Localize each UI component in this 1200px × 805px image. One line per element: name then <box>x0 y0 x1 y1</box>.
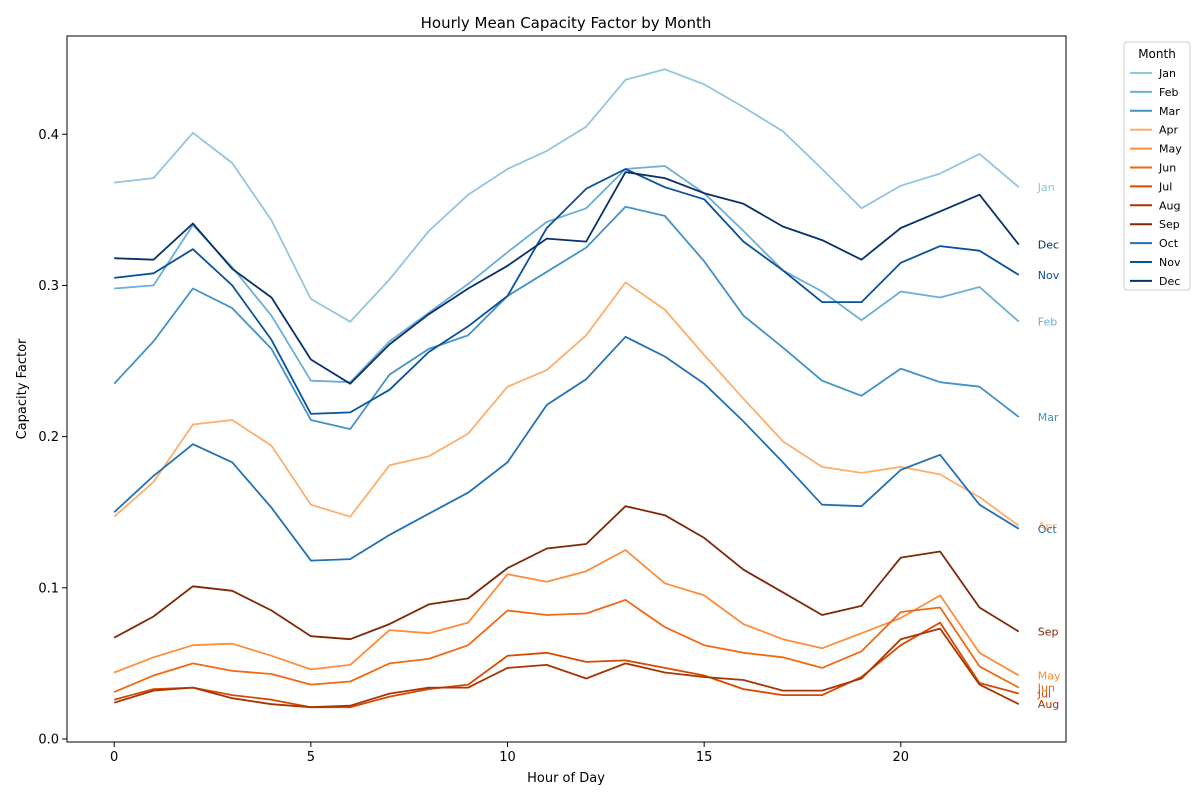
series-line-dec <box>114 171 1020 385</box>
chart-title: Hourly Mean Capacity Factor by Month <box>421 14 712 32</box>
series-line-mar <box>113 205 1020 431</box>
legend-label-mar: Mar <box>1159 105 1180 118</box>
series-line-apr <box>113 281 1020 527</box>
end-label-mar: Mar <box>1038 411 1059 424</box>
end-label-dec: Dec <box>1038 239 1059 252</box>
end-label-nov: Nov <box>1038 269 1060 282</box>
legend-label-oct: Oct <box>1159 237 1179 250</box>
plot-frame <box>66 35 1067 743</box>
x-tick-label: 20 <box>893 750 910 765</box>
end-label-sep: Sep <box>1038 626 1059 639</box>
legend-title: Month <box>1138 47 1176 61</box>
axes-layer: 0 5 10 15 20 0.0 0.1 0.2 0.3 0.4 <box>38 128 909 765</box>
end-label-jul: Jul <box>1037 688 1051 701</box>
series-line-jun <box>113 599 1020 693</box>
series-line-aug <box>113 627 1020 709</box>
end-label-jun: Jun <box>1037 682 1055 695</box>
y-tick-label: 0.4 <box>38 128 59 143</box>
end-label-jan: Jan <box>1037 181 1055 194</box>
y-tick-label: 0.0 <box>38 732 59 747</box>
series-line-feb <box>114 165 1020 384</box>
series-layer <box>113 68 1020 709</box>
series-line-sep <box>113 505 1020 641</box>
end-label-feb: Feb <box>1038 316 1057 329</box>
legend-label-jun: Jun <box>1158 162 1176 175</box>
legend-label-jan: Jan <box>1158 67 1176 80</box>
x-axis-label: Hour of Day <box>527 771 605 786</box>
series-line-oct <box>113 335 1020 562</box>
x-tick-label: 5 <box>307 750 315 765</box>
legend-label-dec: Dec <box>1159 275 1180 288</box>
legend-label-may: May <box>1159 143 1182 156</box>
end-label-oct: Oct <box>1038 523 1058 536</box>
legend: Month Jan Feb Mar Apr May Jun Jul Aug Sep Oct Nov D… <box>1123 41 1191 291</box>
end-label-aug: Aug <box>1038 698 1059 711</box>
legend-label-aug: Aug <box>1159 199 1180 212</box>
y-tick-label: 0.2 <box>38 430 59 445</box>
legend-label-jul: Jul <box>1158 180 1172 193</box>
end-label-may: May <box>1038 669 1061 682</box>
y-tick-label: 0.1 <box>38 581 59 596</box>
legend-label-feb: Feb <box>1159 86 1178 99</box>
series-line-nov <box>114 168 1020 415</box>
legend-label-nov: Nov <box>1159 256 1181 269</box>
x-tick-label: 10 <box>499 750 516 765</box>
legend-label-sep: Sep <box>1159 218 1180 231</box>
y-axis-label: Capacity Factor <box>15 338 30 439</box>
legend-frame <box>1123 41 1191 291</box>
x-tick-label: 0 <box>110 750 118 765</box>
end-label-apr: Apr <box>1038 520 1058 533</box>
series-line-jul <box>113 621 1020 709</box>
series-line-may <box>113 549 1020 677</box>
y-tick-label: 0.3 <box>38 279 59 294</box>
legend-label-apr: Apr <box>1159 124 1179 137</box>
x-tick-label: 15 <box>696 750 713 765</box>
series-line-jan <box>114 68 1020 323</box>
